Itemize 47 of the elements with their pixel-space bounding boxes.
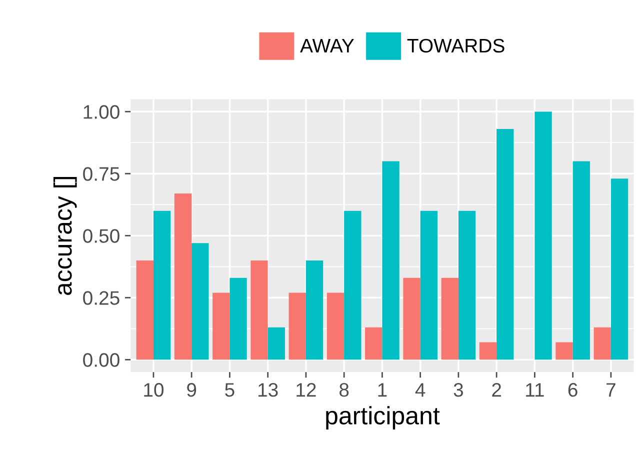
x-tick-label: 9 [187,383,196,397]
x-tick-label: 10 [144,383,164,397]
x-tick-label: 6 [568,383,578,397]
x-tick-label: 4 [415,383,426,397]
x-tick-label: 8 [340,383,349,397]
x-tick-label: 1 [378,383,387,397]
bar [479,342,497,360]
x-tick-label: 3 [454,383,463,397]
legend-label: AWAY [300,39,354,52]
x-tick-label: 12 [296,383,316,397]
bar [534,112,552,360]
bar [382,161,400,360]
bar [572,161,590,360]
bar [326,292,344,360]
x-tick-label: 13 [258,383,278,397]
bar [496,128,514,360]
x-tick-label: 7 [606,383,616,397]
x-tick-label: 5 [225,383,234,397]
bar [136,260,154,360]
bar [250,260,268,360]
bar [288,292,306,360]
y-tick-label: 1.00 [84,105,120,119]
bar [230,278,247,360]
legend-label: TOWARDS [407,38,504,53]
bar [594,327,611,360]
bar [344,210,362,360]
bar [268,327,285,360]
y-tick-label: 0.50 [83,229,120,243]
bar [441,278,458,360]
x-tick-label: 2 [492,383,501,397]
bar [556,342,573,360]
y-axis-title: accuracy [] [53,176,77,296]
bar [192,243,209,360]
x-axis-title: participant [326,406,440,430]
bar [403,278,420,360]
bar [174,193,192,360]
bar [153,210,171,360]
bar [420,210,438,360]
x-tick-label: 11 [526,383,544,397]
bar [306,260,324,360]
y-tick-label: 0.00 [83,353,120,367]
bar [458,210,476,360]
bar [365,327,382,360]
y-tick-label: 0.75 [83,167,120,181]
y-tick-label: 0.25 [83,291,120,305]
bar [610,178,628,360]
bar [212,292,230,360]
